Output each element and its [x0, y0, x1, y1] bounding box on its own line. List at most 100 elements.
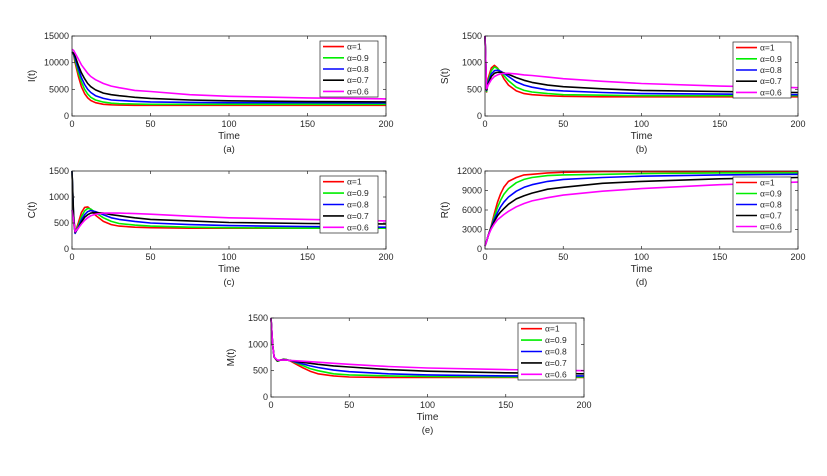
legend: α=1α=0.9α=0.8α=0.7α=0.6	[732, 41, 792, 99]
y-tick-label: 10000	[44, 58, 69, 68]
legend-label: α=0.7	[347, 211, 369, 221]
legend-label: α=0.9	[347, 188, 369, 198]
y-tick-label: 500	[54, 218, 69, 228]
series-group	[71, 170, 387, 235]
legend-label: α=1	[760, 43, 775, 53]
subplot-a: 0 50 100 150 200 0 5000 10000 15000 Time I(t) (a) α=…	[27, 31, 394, 155]
y-tick-label: 0	[64, 244, 69, 254]
series-line-0	[71, 51, 386, 107]
legend-item: α=0.6	[323, 222, 369, 232]
legend-label: α=1	[347, 177, 362, 187]
y-tick-label: 1000	[462, 58, 482, 68]
legend-label: α=0.6	[545, 369, 567, 379]
legend-label: α=0.9	[760, 54, 782, 64]
legend-item: α=1	[323, 42, 362, 52]
legend-label: α=0.9	[545, 335, 567, 345]
x-tick-label: 0	[482, 252, 487, 262]
series-line-4	[484, 35, 799, 91]
panel-label: (c)	[223, 277, 234, 288]
series-line-3	[71, 51, 387, 103]
x-tick-label: 200	[576, 400, 591, 410]
x-tick-label: 100	[420, 400, 435, 410]
y-tick-label: 0	[477, 111, 482, 121]
x-tick-label: 50	[344, 400, 354, 410]
legend-item: α=0.8	[521, 347, 567, 357]
x-tick-label: 200	[790, 119, 805, 129]
x-tick-label: 0	[482, 119, 487, 129]
legend-item: α=0.7	[736, 211, 782, 221]
legend-item: α=0.9	[521, 335, 567, 345]
x-tick-label: 150	[712, 252, 727, 262]
legend-label: α=0.9	[347, 53, 369, 63]
subplot-c: 0 50 100 150 200050010001500TimeC(t)(c)α=1α=…	[27, 166, 394, 288]
legend: α=1α=0.9α=0.8α=0.7α=0.6	[732, 176, 792, 233]
x-tick-label: 50	[558, 252, 568, 262]
x-tick-label: 50	[558, 119, 568, 129]
legend-item: α=0.7	[736, 76, 782, 86]
panel-label: (b)	[636, 144, 648, 155]
legend-label: α=0.7	[760, 76, 782, 86]
y-tick-label: 1000	[248, 339, 268, 349]
x-tick-label: 100	[221, 119, 236, 129]
legend-item: α=0.9	[323, 188, 369, 198]
legend-item: α=0.7	[521, 358, 567, 368]
legend-item: α=1	[736, 178, 775, 188]
series-line-2	[484, 35, 799, 96]
series-group	[71, 48, 387, 107]
legend-item: α=0.9	[736, 189, 782, 199]
series-line-4	[71, 48, 387, 100]
legend-label: α=0.8	[347, 64, 369, 74]
legend-item: α=0.8	[736, 200, 782, 210]
x-axis-label: Time	[417, 412, 439, 423]
legend-label: α=0.8	[760, 200, 782, 210]
x-tick-label: 150	[712, 119, 727, 129]
series-line-4	[71, 209, 387, 233]
y-tick-label: 1000	[49, 192, 69, 202]
subplot-d: 0 50 100 150 200 0 3000 6000 9000 12000 Time R(t) (d…	[440, 166, 806, 288]
legend-item: α=0.7	[323, 211, 369, 221]
x-tick-label: 150	[498, 400, 513, 410]
x-tick-label: 0	[69, 119, 74, 129]
x-tick-label: 50	[145, 252, 155, 262]
series-group	[484, 170, 799, 247]
series-line-4	[270, 317, 585, 372]
y-tick-label: 3000	[462, 225, 482, 235]
legend-item: α=0.9	[736, 54, 782, 64]
x-tick-label: 100	[634, 119, 649, 129]
legend-label: α=1	[545, 324, 560, 334]
x-axis-label: Time	[218, 264, 240, 275]
y-axis-label: C(t)	[27, 202, 38, 219]
x-tick-label: 50	[145, 119, 155, 129]
y-tick-label: 1500	[49, 166, 69, 176]
series-line-1	[484, 35, 798, 97]
legend-item: α=0.7	[323, 75, 369, 85]
panel-label: (d)	[636, 277, 648, 288]
x-tick-label: 0	[69, 252, 74, 262]
y-tick-label: 0	[263, 392, 268, 402]
x-tick-label: 100	[634, 252, 649, 262]
x-axis-label: Time	[631, 131, 653, 142]
y-tick-label: 12000	[457, 166, 482, 176]
legend-label: α=0.6	[760, 222, 782, 232]
x-tick-label: 200	[378, 252, 393, 262]
series-line-1	[71, 51, 386, 106]
y-tick-label: 0	[477, 244, 482, 254]
legend-item: α=0.8	[736, 65, 782, 75]
legend-item: α=0.6	[521, 369, 567, 379]
legend-label: α=0.8	[545, 347, 567, 357]
legend-label: α=0.9	[760, 189, 782, 199]
legend-item: α=0.6	[736, 87, 782, 97]
legend-label: α=0.6	[347, 222, 369, 232]
legend-item: α=1	[323, 177, 362, 187]
y-tick-label: 15000	[44, 31, 69, 41]
x-tick-label: 150	[300, 252, 315, 262]
series-group	[270, 317, 585, 379]
x-axis-label: Time	[631, 264, 653, 275]
x-tick-label: 100	[221, 252, 236, 262]
series-group	[484, 35, 799, 98]
x-tick-label: 200	[790, 252, 805, 262]
legend-box	[319, 40, 379, 98]
x-axis-label: Time	[218, 131, 240, 142]
y-tick-label: 500	[467, 84, 482, 94]
subplot-e: 0 50 100 150 200050010001500TimeM(t)(e)α=1α=…	[226, 313, 592, 436]
